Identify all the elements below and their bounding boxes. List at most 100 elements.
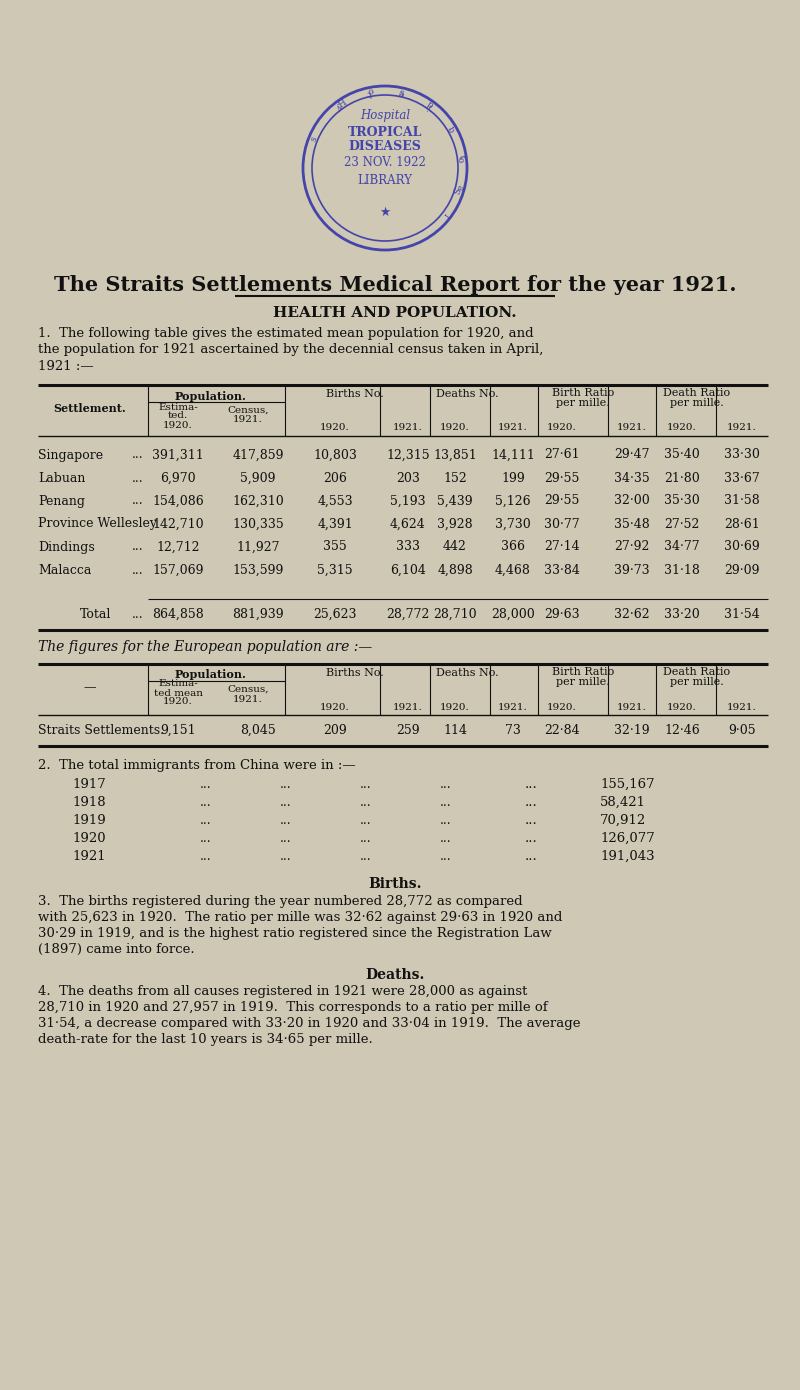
- Text: 1920.: 1920.: [547, 702, 577, 712]
- Text: 442: 442: [443, 541, 467, 553]
- Text: Population.: Population.: [174, 391, 246, 402]
- Text: ...: ...: [132, 495, 144, 507]
- Text: Penang: Penang: [38, 495, 85, 507]
- Text: e: e: [398, 88, 405, 97]
- Text: 3,928: 3,928: [437, 517, 473, 531]
- Text: 9,151: 9,151: [160, 724, 196, 737]
- Text: 30·77: 30·77: [544, 517, 580, 531]
- Text: ...: ...: [132, 449, 144, 461]
- Text: 209: 209: [323, 724, 347, 737]
- Text: 1920.: 1920.: [163, 421, 193, 430]
- Text: 1921.: 1921.: [617, 702, 647, 712]
- Text: 3,730: 3,730: [495, 517, 531, 531]
- Text: 21·80: 21·80: [664, 471, 700, 485]
- Text: ...: ...: [200, 831, 212, 845]
- Text: 4,468: 4,468: [495, 563, 531, 577]
- Text: ★: ★: [379, 206, 390, 218]
- Text: y: y: [335, 100, 345, 111]
- Text: ...: ...: [525, 795, 538, 809]
- Text: 28,772: 28,772: [386, 607, 430, 620]
- Text: TROPICAL: TROPICAL: [348, 125, 422, 139]
- Text: 142,710: 142,710: [152, 517, 204, 531]
- Text: 1920.: 1920.: [163, 698, 193, 706]
- Text: 31·58: 31·58: [724, 495, 760, 507]
- Text: ...: ...: [525, 777, 538, 791]
- Text: 22·84: 22·84: [544, 724, 580, 737]
- Text: 1919: 1919: [72, 813, 106, 827]
- Text: 33·20: 33·20: [664, 607, 700, 620]
- Text: ...: ...: [360, 795, 372, 809]
- Text: a: a: [454, 183, 465, 190]
- Text: 35·40: 35·40: [664, 449, 700, 461]
- Text: Straits Settlements.: Straits Settlements.: [38, 724, 164, 737]
- Text: ...: ...: [440, 795, 452, 809]
- Text: 1920.: 1920.: [667, 424, 697, 432]
- Text: 154,086: 154,086: [152, 495, 204, 507]
- Text: 6,104: 6,104: [390, 563, 426, 577]
- Text: Census,: Census,: [227, 684, 269, 694]
- Text: Dindings: Dindings: [38, 541, 94, 553]
- Text: 58,421: 58,421: [600, 795, 646, 809]
- Text: t: t: [366, 88, 372, 97]
- Text: 8,045: 8,045: [240, 724, 276, 737]
- Text: 27·61: 27·61: [544, 449, 580, 461]
- Text: 31·54, a decrease compared with 33·20 in 1920 and 33·04 in 1919.  The average: 31·54, a decrease compared with 33·20 in…: [38, 1017, 581, 1030]
- Text: S: S: [453, 188, 463, 196]
- Text: per mille.: per mille.: [556, 398, 610, 409]
- Text: 29·55: 29·55: [544, 495, 580, 507]
- Text: Hospital: Hospital: [360, 110, 410, 122]
- Text: Deaths No.: Deaths No.: [436, 669, 498, 678]
- Text: The figures for the European population are :—: The figures for the European population …: [38, 639, 372, 655]
- Text: ...: ...: [360, 777, 372, 791]
- Text: 5,439: 5,439: [437, 495, 473, 507]
- Text: 1920.: 1920.: [440, 424, 470, 432]
- Text: 5,909: 5,909: [240, 471, 276, 485]
- Text: 1921.: 1921.: [393, 424, 423, 432]
- Text: 864,858: 864,858: [152, 607, 204, 620]
- Text: 34·35: 34·35: [614, 471, 650, 485]
- Text: 3.  The births registered during the year numbered 28,772 as compared: 3. The births registered during the year…: [38, 895, 522, 908]
- Text: ...: ...: [132, 541, 144, 553]
- Text: 27·52: 27·52: [664, 517, 700, 531]
- Text: 130,335: 130,335: [232, 517, 284, 531]
- Text: DISEASES: DISEASES: [349, 140, 422, 153]
- Text: 28,710: 28,710: [433, 607, 477, 620]
- Text: 1921.: 1921.: [233, 416, 263, 424]
- Text: ...: ...: [360, 849, 372, 863]
- Text: ...: ...: [200, 795, 212, 809]
- Text: ...: ...: [440, 777, 452, 791]
- Text: 1920.: 1920.: [547, 424, 577, 432]
- Text: 28,000: 28,000: [491, 607, 535, 620]
- Text: per mille.: per mille.: [670, 677, 724, 687]
- Text: ...: ...: [525, 849, 538, 863]
- Text: 4.  The deaths from all causes registered in 1921 were 28,000 as against: 4. The deaths from all causes registered…: [38, 986, 527, 998]
- Text: per mille.: per mille.: [670, 398, 724, 409]
- Text: 13,851: 13,851: [433, 449, 477, 461]
- Text: 1920.: 1920.: [667, 702, 697, 712]
- Text: 1921.: 1921.: [617, 424, 647, 432]
- Text: 206: 206: [323, 471, 347, 485]
- Text: 6,970: 6,970: [160, 471, 196, 485]
- Text: H: H: [337, 97, 348, 110]
- Text: ...: ...: [200, 849, 212, 863]
- Text: 1921 :—: 1921 :—: [38, 360, 94, 373]
- Text: 4,624: 4,624: [390, 517, 426, 531]
- Text: Births.: Births.: [368, 877, 422, 891]
- Text: Death Ratio: Death Ratio: [663, 667, 730, 677]
- Text: Estima-: Estima-: [158, 403, 198, 411]
- Text: Total: Total: [80, 607, 111, 620]
- Text: ...: ...: [440, 849, 452, 863]
- Text: ...: ...: [280, 795, 292, 809]
- Text: i: i: [446, 124, 455, 131]
- Text: 4,898: 4,898: [437, 563, 473, 577]
- Text: 12,315: 12,315: [386, 449, 430, 461]
- Text: 1920.: 1920.: [440, 702, 470, 712]
- Text: 259: 259: [396, 724, 420, 737]
- Text: 12,712: 12,712: [156, 541, 200, 553]
- Text: 162,310: 162,310: [232, 495, 284, 507]
- Text: 199: 199: [501, 471, 525, 485]
- Text: ...: ...: [280, 831, 292, 845]
- Text: 73: 73: [505, 724, 521, 737]
- Text: 27·92: 27·92: [614, 541, 650, 553]
- Text: 11,927: 11,927: [236, 541, 280, 553]
